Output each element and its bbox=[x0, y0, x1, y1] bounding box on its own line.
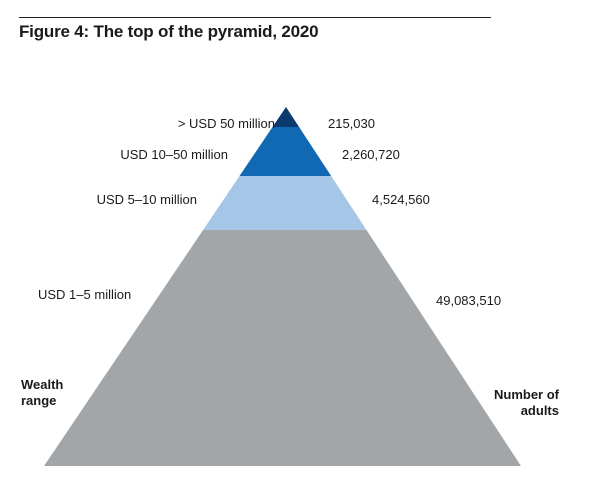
pyramid-tier-1 bbox=[239, 127, 332, 176]
tier-value-1: 2,260,720 bbox=[342, 147, 400, 162]
wealth-range-label: Wealth range bbox=[21, 377, 63, 409]
tier-value-2: 4,524,560 bbox=[372, 192, 430, 207]
number-of-adults-line2: adults bbox=[520, 403, 559, 418]
tier-label-1: USD 10–50 million bbox=[120, 147, 228, 162]
tier-label-0: > USD 50 million bbox=[177, 116, 275, 131]
pyramid-tier-3 bbox=[44, 230, 521, 466]
tier-value-0: 215,030 bbox=[328, 116, 375, 131]
tier-value-3: 49,083,510 bbox=[436, 293, 502, 308]
number-of-adults-label: Number of adults bbox=[494, 387, 559, 419]
number-of-adults-line1: Number of bbox=[494, 387, 559, 402]
top-rule bbox=[19, 17, 491, 18]
pyramid-tier-2 bbox=[203, 176, 367, 230]
wealth-range-line1: Wealth bbox=[21, 377, 64, 392]
wealth-range-line2: range bbox=[21, 393, 57, 408]
pyramid-tier-0 bbox=[272, 107, 300, 127]
tier-label-2: USD 5–10 million bbox=[96, 192, 197, 207]
figure-title: Figure 4: The top of the pyramid, 2020 bbox=[19, 22, 319, 41]
tier-label-3: USD 1–5 million bbox=[38, 287, 132, 302]
